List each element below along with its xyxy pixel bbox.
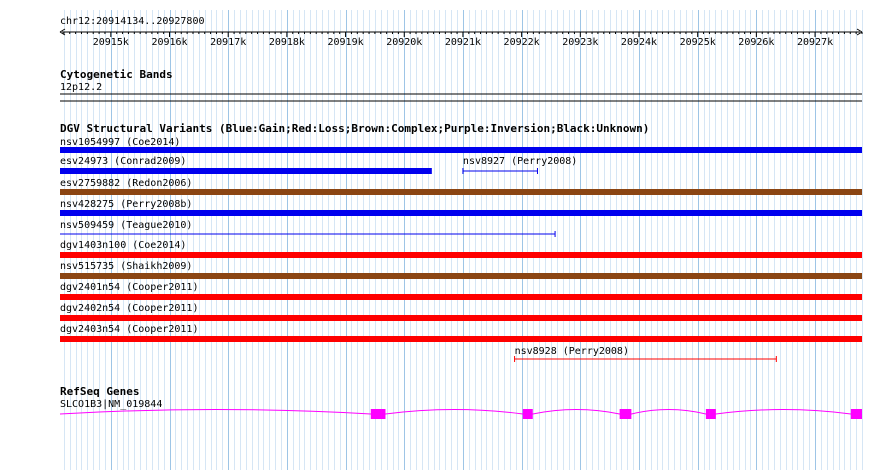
refseq-intron-line bbox=[59, 409, 862, 415]
dgv-variant-bar[interactable] bbox=[60, 273, 862, 279]
dgv-track-title: DGV Structural Variants (Blue:Gain;Red:L… bbox=[60, 122, 649, 135]
dgv-variant[interactable]: nsv8928 (Perry2008) bbox=[514, 346, 777, 362]
refseq-gene-label: SLCO1B3|NM_019844 bbox=[60, 399, 162, 410]
cytoband-track-title: Cytogenetic Bands bbox=[60, 68, 173, 81]
dgv-variant[interactable]: nsv8927 (Perry2008) bbox=[462, 156, 577, 174]
refseq-exon[interactable] bbox=[522, 409, 533, 419]
ruler-tick-label: 20921k bbox=[445, 37, 481, 48]
dgv-variant[interactable]: nsv515735 (Shaikh2009) bbox=[60, 261, 862, 279]
ruler-tick-label: 20918k bbox=[269, 37, 305, 48]
dgv-variant-label: dgv1403n100 (Coe2014) bbox=[60, 240, 186, 251]
dgv-variant-bar[interactable] bbox=[60, 252, 862, 258]
dgv-variant-bar[interactable] bbox=[60, 168, 432, 174]
dgv-variant-label: dgv2401n54 (Cooper2011) bbox=[60, 282, 198, 293]
dgv-variants: nsv1054997 (Coe2014) esv24973 (Conrad2009… bbox=[60, 137, 862, 362]
dgv-variant[interactable]: nsv1054997 (Coe2014) bbox=[60, 137, 862, 153]
dgv-variant-label: dgv2402n54 (Cooper2011) bbox=[60, 303, 198, 314]
refseq-track-title: RefSeq Genes bbox=[60, 385, 139, 398]
dgv-variant[interactable]: dgv2402n54 (Cooper2011) bbox=[60, 303, 862, 321]
ruler-tick-label: 20920k bbox=[386, 37, 422, 48]
dgv-variant-label: esv2759882 (Redon2006) bbox=[60, 178, 192, 189]
dgv-variant-label: nsv428275 (Perry2008b) bbox=[60, 199, 192, 210]
background-grid bbox=[64, 10, 863, 470]
dgv-variant[interactable]: dgv2403n54 (Cooper2011) bbox=[60, 324, 862, 342]
dgv-variant-bar[interactable] bbox=[60, 210, 862, 216]
ruler-tick-label: 20915k bbox=[93, 37, 129, 48]
refseq-track: RefSeq Genes SLCO1B3|NM_019844 bbox=[59, 385, 862, 419]
dgv-variant-label: nsv8927 (Perry2008) bbox=[463, 156, 577, 167]
dgv-variant-label: dgv2403n54 (Cooper2011) bbox=[60, 324, 198, 335]
ruler-tick-label: 20919k bbox=[328, 37, 364, 48]
dgv-track: DGV Structural Variants (Blue:Gain;Red:L… bbox=[60, 122, 862, 362]
dgv-variant[interactable]: esv2759882 (Redon2006) bbox=[60, 178, 862, 195]
cytoband-track: Cytogenetic Bands 12p12.2 bbox=[60, 68, 862, 102]
dgv-variant[interactable]: dgv1403n100 (Coe2014) bbox=[60, 240, 862, 258]
dgv-variant-bar[interactable] bbox=[60, 315, 862, 321]
dgv-variant[interactable]: nsv428275 (Perry2008b) bbox=[60, 199, 862, 216]
dgv-variant-bar[interactable] bbox=[60, 336, 862, 342]
refseq-exon[interactable] bbox=[370, 409, 386, 419]
ruler-tick-label: 20922k bbox=[504, 37, 540, 48]
dgv-variant-bar[interactable] bbox=[60, 189, 862, 195]
ruler-tick-label: 20917k bbox=[210, 37, 246, 48]
ruler-axis-arrows bbox=[59, 28, 863, 36]
ruler-track: chr12:20914134..20927800 20915k 20916k 209… bbox=[59, 16, 863, 48]
refseq-exon[interactable] bbox=[619, 409, 632, 419]
ruler-tick-label: 20923k bbox=[562, 37, 598, 48]
dgv-variant-label: esv24973 (Conrad2009) bbox=[60, 156, 186, 167]
dgv-variant-label: nsv8928 (Perry2008) bbox=[515, 346, 629, 357]
dgv-variant[interactable]: esv24973 (Conrad2009) bbox=[60, 156, 432, 174]
ruler-tick-label: 20927k bbox=[797, 37, 833, 48]
ruler-tick-label: 20916k bbox=[151, 37, 187, 48]
dgv-variant-label: nsv509459 (Teague2010) bbox=[60, 220, 192, 231]
ruler-tick-label: 20924k bbox=[621, 37, 657, 48]
dgv-variant-bar[interactable] bbox=[60, 294, 862, 300]
dgv-variant-bar[interactable] bbox=[60, 147, 862, 153]
dgv-variant[interactable]: dgv2401n54 (Cooper2011) bbox=[60, 282, 862, 300]
location-label: chr12:20914134..20927800 bbox=[60, 16, 205, 27]
ruler-tick-label: 20925k bbox=[680, 37, 716, 48]
dgv-variant-label: nsv515735 (Shaikh2009) bbox=[60, 261, 192, 272]
dgv-variant-label: nsv1054997 (Coe2014) bbox=[60, 137, 180, 148]
refseq-exon[interactable] bbox=[850, 409, 862, 419]
cytoband-label: 12p12.2 bbox=[60, 82, 102, 93]
refseq-gene-model[interactable] bbox=[59, 409, 862, 419]
ruler-ticks: 20915k 20916k 20917k 20918k 20919k 20920k 2092… bbox=[63, 32, 863, 48]
ruler-tick-label: 20926k bbox=[738, 37, 774, 48]
dgv-variant[interactable]: nsv509459 (Teague2010) bbox=[60, 220, 556, 237]
refseq-exon[interactable] bbox=[705, 409, 716, 419]
